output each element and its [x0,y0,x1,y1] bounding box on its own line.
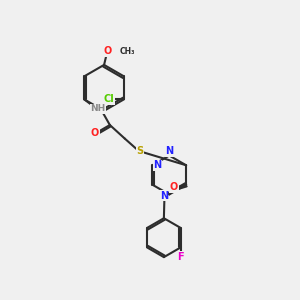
Text: O: O [91,128,99,138]
Text: NH: NH [91,104,106,113]
Text: O: O [104,46,112,56]
Text: N: N [165,146,173,157]
Text: CH₃: CH₃ [119,47,135,56]
Text: N: N [160,191,168,201]
Text: N: N [153,160,161,170]
Text: F: F [177,252,184,262]
Text: Cl: Cl [104,94,115,104]
Text: S: S [136,146,143,156]
Text: O: O [170,182,178,192]
